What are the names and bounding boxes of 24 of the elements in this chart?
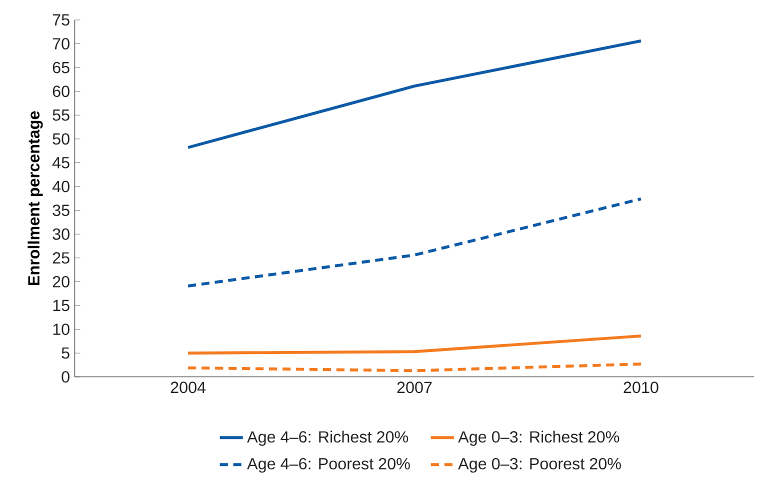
legend-label: Age 4–6: Richest 20%: [247, 430, 408, 446]
y-tick-label: 35: [52, 204, 70, 216]
y-axis-title: Enrollment percentage: [28, 111, 43, 286]
legend-label: Age 0–3: Poorest 20%: [458, 458, 621, 473]
y-tick-label: 45: [52, 157, 70, 168]
y-tick-label: 55: [52, 110, 70, 121]
y-tick-label: 5: [62, 347, 70, 359]
x-tick-label: 2010: [624, 382, 658, 394]
y-tick-label: 20: [52, 276, 70, 288]
y-tick-label: 25: [52, 252, 70, 264]
y-tick-label: 50: [52, 133, 70, 145]
y-tick-label: 30: [52, 228, 70, 240]
y-tick-label: 75: [52, 14, 70, 26]
y-tick-label: 15: [53, 300, 70, 312]
y-tick-label: 0: [62, 371, 70, 383]
y-tick-label: 10: [53, 324, 70, 336]
legend-label: Age 4–6: Poorest 20%: [247, 458, 410, 473]
y-tick-label: 70: [52, 38, 70, 50]
x-tick-label: 2007: [397, 382, 432, 394]
y-tick-label: 65: [52, 62, 70, 74]
y-tick-label: 60: [52, 86, 70, 98]
legend-label: Age 0–3: Richest 20%: [458, 430, 620, 446]
y-tick-label: 40: [52, 180, 70, 192]
x-tick-label: 2004: [170, 382, 206, 394]
